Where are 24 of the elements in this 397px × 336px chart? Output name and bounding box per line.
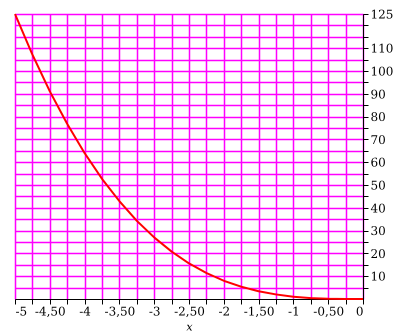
y-tick-label: 40 [370,201,386,216]
x-tick-label: -2 [218,304,230,318]
y-tick-label: 50 [370,178,386,192]
x-tick-label: -4 [79,304,92,318]
y-tick-label: 125 [370,8,394,22]
y-tick-label: 80 [370,110,386,124]
y-tick-label: 70 [370,132,386,147]
x-tick-label: 0 [356,304,364,318]
x-tick-label: -3,50 [104,304,136,318]
x-tick-label: -0,50 [313,304,344,318]
y-tick-label: 90 [370,87,386,102]
y-tick-label: 30 [370,224,386,238]
x-tick-label: -1 [288,304,300,318]
x-tick-label: -1,50 [244,304,274,318]
y-tick-label: 100 [370,64,394,78]
y-tick-label: 60 [370,156,386,170]
y-tick-label: 10 [370,270,386,284]
y-tick-label: 110 [370,42,394,56]
y-tick-label: 20 [370,246,386,261]
x-tick-label: -3 [148,304,161,318]
x-tick-label: -4,50 [34,304,66,318]
x-tick-label: -2,50 [174,304,205,318]
x-tick-label: -5 [16,304,28,318]
x-axis-title: x [186,320,194,334]
